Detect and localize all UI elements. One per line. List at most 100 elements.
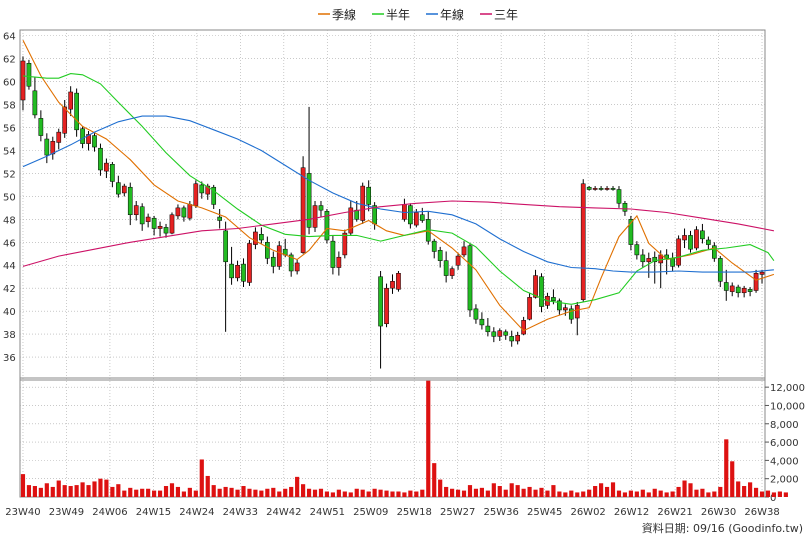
price-tick-label: 36 bbox=[3, 353, 16, 364]
candle-body bbox=[419, 214, 425, 221]
volume-bar bbox=[223, 486, 228, 497]
x-tick-label: 26W30 bbox=[701, 507, 736, 518]
volume-bar bbox=[473, 488, 479, 497]
candle-body bbox=[211, 186, 217, 205]
candle-body bbox=[62, 106, 68, 134]
volume-bar bbox=[414, 491, 419, 497]
candle-body bbox=[753, 273, 759, 291]
volume-bar bbox=[640, 489, 645, 497]
price-tick-label: 38 bbox=[3, 330, 16, 341]
candle-body bbox=[414, 212, 419, 226]
candle-body bbox=[235, 264, 240, 279]
ma-line-1 bbox=[22, 73, 775, 305]
volume-bar bbox=[324, 491, 330, 497]
volume-bar bbox=[205, 475, 210, 497]
candle-body bbox=[104, 162, 109, 172]
volume-bar bbox=[599, 483, 604, 497]
candle-body bbox=[187, 204, 193, 219]
volume-bar bbox=[706, 492, 711, 497]
price-tick-label: 42 bbox=[3, 284, 16, 295]
candle-body bbox=[50, 141, 56, 155]
volume-bar bbox=[670, 491, 675, 497]
candle-body bbox=[306, 173, 312, 228]
candle-body bbox=[515, 334, 520, 342]
volume-bar bbox=[157, 490, 163, 497]
volume-bar bbox=[169, 483, 175, 497]
x-tick-label: 23W40 bbox=[5, 507, 40, 518]
candle-body bbox=[533, 275, 538, 298]
volume-bar bbox=[676, 486, 681, 497]
candle-body bbox=[622, 203, 628, 212]
volume-bar bbox=[652, 488, 657, 497]
candle-body bbox=[116, 182, 121, 195]
candle-body bbox=[253, 231, 258, 245]
volume-bar bbox=[348, 492, 353, 497]
ma-line-2 bbox=[22, 115, 774, 273]
candle-body bbox=[443, 260, 449, 276]
volume-tick-label: 10,000 bbox=[770, 401, 805, 412]
volume-bar bbox=[783, 492, 788, 497]
x-tick-label: 24W33 bbox=[223, 507, 258, 518]
candle-body bbox=[241, 263, 246, 282]
volume-bar bbox=[759, 491, 765, 497]
volume-bar bbox=[247, 488, 252, 497]
ma-line-3 bbox=[22, 200, 775, 267]
candle-body bbox=[652, 256, 658, 263]
volume-bar bbox=[509, 483, 514, 497]
candle-body bbox=[217, 216, 222, 221]
volume-bar bbox=[461, 490, 467, 497]
candle-body bbox=[539, 276, 544, 307]
candle-body bbox=[169, 214, 175, 234]
volume-bar bbox=[134, 489, 139, 497]
volume-tick-label: 8,000 bbox=[770, 420, 799, 431]
candle-body bbox=[360, 185, 366, 221]
volume-bar bbox=[271, 487, 276, 497]
volume-bar bbox=[306, 488, 312, 497]
candle-body bbox=[700, 230, 705, 240]
candle-body bbox=[729, 285, 735, 292]
volume-bar bbox=[26, 485, 32, 497]
candle-body bbox=[38, 118, 44, 136]
volume-bar bbox=[318, 488, 324, 497]
legend-label: 季線 bbox=[332, 7, 356, 22]
volume-bar bbox=[330, 492, 335, 497]
volume-bar bbox=[712, 491, 717, 497]
volume-bar bbox=[187, 487, 192, 497]
volume-bar bbox=[104, 479, 109, 497]
x-tick-label: 26W38 bbox=[744, 507, 779, 518]
price-tick-label: 64 bbox=[3, 32, 16, 43]
volume-bar bbox=[366, 491, 371, 497]
candle-body bbox=[551, 297, 556, 302]
price-panel: 36 38 40 42 44 46 48 50 52 54 56 58 60 62 64 bbox=[3, 29, 775, 497]
candle-body bbox=[378, 276, 383, 327]
x-tick-label: 26W02 bbox=[570, 507, 605, 518]
volume-bar bbox=[658, 490, 663, 497]
volume-bar bbox=[688, 483, 693, 497]
candle-body bbox=[92, 135, 97, 148]
volume-bar bbox=[402, 492, 407, 497]
volume-bar bbox=[181, 491, 186, 497]
volume-bar bbox=[74, 485, 79, 497]
candle-body bbox=[563, 307, 568, 311]
candle-body bbox=[485, 325, 491, 333]
candle-body bbox=[497, 330, 503, 337]
volume-bar bbox=[497, 486, 502, 497]
volume-bar bbox=[533, 489, 538, 497]
volume-bar bbox=[146, 488, 151, 497]
volume-bar bbox=[301, 484, 306, 497]
volume-bar bbox=[467, 485, 473, 497]
volume-bar bbox=[152, 490, 157, 497]
candle-body bbox=[568, 308, 574, 320]
volume-bar bbox=[336, 489, 341, 497]
x-tick-label: 26W21 bbox=[657, 507, 692, 518]
volume-bar bbox=[354, 488, 359, 497]
volume-bar bbox=[32, 486, 37, 497]
candle-body bbox=[80, 128, 85, 144]
candle-body bbox=[163, 227, 169, 234]
volume-bar bbox=[736, 481, 741, 497]
volume-bar bbox=[199, 459, 204, 497]
volume-bar bbox=[253, 489, 258, 497]
volume-tick-label: 2,000 bbox=[770, 475, 799, 486]
candle-body bbox=[521, 320, 526, 335]
x-tick-label: 24W42 bbox=[266, 507, 301, 518]
